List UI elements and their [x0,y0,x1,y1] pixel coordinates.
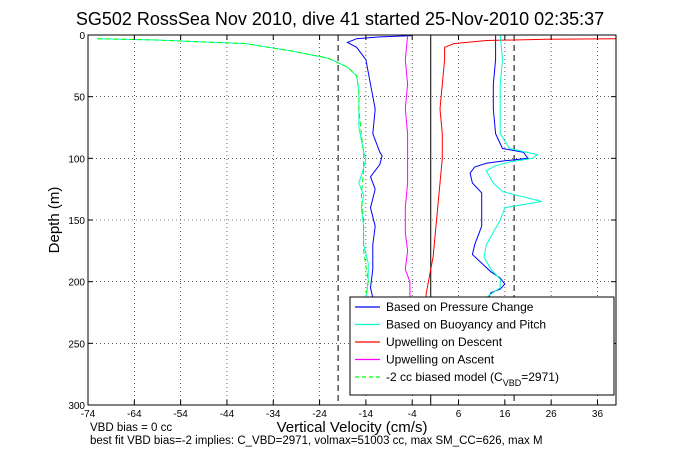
y-tick-label: 300 [68,401,85,412]
legend-subscript: VBD [503,378,522,388]
series-line [425,38,616,298]
legend-box [349,296,615,396]
legend-entry-label: Upwelling on Descent [386,335,503,349]
x-tick-label: -4 [408,409,417,420]
x-tick-label: 26 [546,409,558,420]
legend: Based on Pressure Change Based on Buoyanc… [349,296,615,396]
x-tick-label: 16 [499,409,511,420]
series-line [97,38,369,298]
legend-entry-label: Based on Buoyancy and Pitch [386,318,546,332]
x-tick-label: -34 [266,409,281,420]
y-tick-label: 200 [68,278,85,289]
plot-area: -74 -64 -54 -44 -34 -24 -14 -4 6 16 26 36 0 50 100 150 2… [68,31,617,420]
x-tick-label: -14 [359,409,374,420]
series-line [404,35,411,298]
series-line [483,35,543,299]
y-tick-label: 150 [68,216,85,227]
legend-entry-label: Based on Pressure Change [386,300,534,314]
legend-entry-label: Upwelling on Ascent [386,353,495,367]
x-tick-label: -64 [127,409,142,420]
series-line [469,35,529,298]
y-tick-label: 100 [68,154,85,165]
x-tick-label: 6 [456,409,462,420]
chart-title: SG502 RossSea Nov 2010, dive 41 started … [76,9,604,29]
y-tick-label: 50 [74,93,86,104]
note-line-1: VBD bias = 0 cc [90,422,172,434]
x-tick-label: -24 [312,409,327,420]
y-tick-label: 250 [68,339,85,350]
series-group [97,35,616,299]
x-tick-label: -74 [81,409,96,420]
note-line-2: best fit VBD bias=-2 implies: C_VBD=2971… [90,435,543,447]
y-axis-label: Depth (m) [46,187,63,254]
x-tick-label: -44 [220,409,235,420]
x-tick-label: -54 [173,409,188,420]
series-line [346,35,413,298]
y-tick-label: 0 [79,31,85,42]
x-tick-label: 36 [592,409,604,420]
legend-suffix: =2971) [521,370,559,384]
x-axis-label: Vertical Velocity (cm/s) [277,419,428,436]
